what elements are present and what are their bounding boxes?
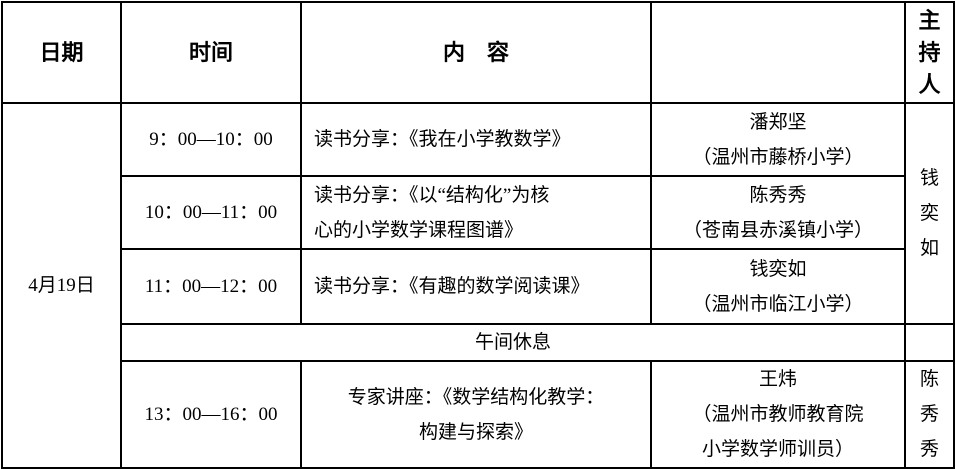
speaker-name: 潘郑坚 xyxy=(749,111,807,133)
speaker-cell: 陈秀秀 （苍南县赤溪镇小学） xyxy=(650,175,906,250)
host-char: 陈 xyxy=(919,369,939,390)
speaker-name: 陈秀秀 xyxy=(749,184,807,206)
speaker-name: 钱奕如 xyxy=(749,258,807,280)
content-line: 构建与探索》 xyxy=(418,421,533,443)
speaker-org: （温州市临江小学） xyxy=(692,293,864,315)
speaker-cell: 钱奕如 （温州市临江小学） xyxy=(650,248,906,325)
content-line: 读书分享：《以“结构化”为核 xyxy=(314,184,550,206)
date-cell: 4月19日 xyxy=(1,102,122,469)
content-cell: 读书分享：《有趣的数学阅读课》 xyxy=(300,248,652,325)
content-line: 专家讲座：《数学结构化教学： xyxy=(347,386,605,408)
header-date: 日期 xyxy=(1,1,122,104)
break-host-cell xyxy=(904,323,955,362)
time-cell: 9：00—10：00 xyxy=(120,102,302,177)
content-cell: 读书分享：《以“结构化”为核 心的小学数学课程图谱》 xyxy=(300,175,652,250)
content-line: 心的小学数学课程图谱》 xyxy=(314,219,524,241)
host-cell: 陈 秀 秀 xyxy=(904,360,955,469)
speaker-name: 王炜 xyxy=(758,369,797,390)
speaker-org: （温州市藤桥小学） xyxy=(692,146,864,168)
table-row: 4月19日 9：00—10：00 读书分享：《我在小学教数学》 潘郑坚 （温州市藤… xyxy=(1,102,955,469)
content-cell: 读书分享：《我在小学教数学》 xyxy=(300,102,652,177)
content-cell: 专家讲座：《数学结构化教学： 构建与探索》 xyxy=(300,360,652,469)
header-host-char: 主 xyxy=(918,7,941,33)
table-row: 11：00—12：00 读书分享：《有趣的数学阅读课》 钱奕如 （温州市临江小学） xyxy=(2,248,954,325)
host-char: 钱 xyxy=(919,168,939,189)
speaker-org: 小学数学师训员） xyxy=(701,439,854,460)
header-host-char: 持 xyxy=(918,39,941,65)
speaker-org: （温州市教师教育院 xyxy=(692,404,864,425)
header-time: 时间 xyxy=(120,1,302,104)
time-cell: 13：00—16：00 xyxy=(120,360,302,469)
host-cell: 钱 奕 如 xyxy=(904,102,955,325)
host-char: 秀 xyxy=(919,404,939,425)
header-content: 内 容 xyxy=(300,1,652,104)
speaker-cell: 王炜 （温州市教师教育院 小学数学师训员） xyxy=(650,360,906,469)
header-host-char: 人 xyxy=(918,71,941,97)
content-line: 读书分享：《我在小学教数学》 xyxy=(314,129,571,150)
host-char: 秀 xyxy=(919,439,939,460)
speaker-cell: 潘郑坚 （温州市藤桥小学） xyxy=(650,102,906,177)
speaker-org: （苍南县赤溪镇小学） xyxy=(682,219,873,241)
break-cell: 午间休息 xyxy=(120,323,906,362)
host-char: 如 xyxy=(919,238,939,259)
host-char: 奕 xyxy=(919,203,939,224)
time-cell: 10：00—11：00 xyxy=(120,175,302,250)
header-row: 日期 时间 内 容 主 持 人 xyxy=(1,1,955,104)
time-cell: 11：00—12：00 xyxy=(120,248,302,325)
table-row: 10：00—11：00 读书分享：《以“结构化”为核 心的小学数学课程图谱》 陈秀… xyxy=(2,175,954,250)
content-line: 读书分享：《有趣的数学阅读课》 xyxy=(314,276,590,297)
break-row: 午间休息 xyxy=(2,323,955,362)
table-row: 13：00—16：00 专家讲座：《数学结构化教学： 构建与探索》 王炜 （温州市教… xyxy=(2,360,955,469)
header-host: 主 持 人 xyxy=(904,1,955,104)
header-speaker xyxy=(650,1,906,104)
